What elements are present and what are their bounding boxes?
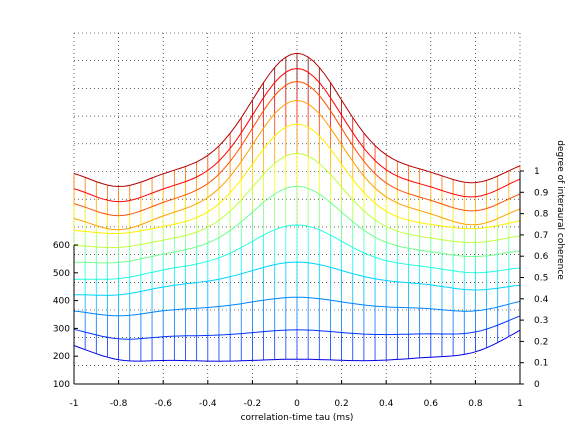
x-axis-label: correlation-time tau (ms) <box>241 413 354 423</box>
z-tick-label: 0.6 <box>534 252 549 262</box>
mesh-row-curve <box>73 99 521 231</box>
x-tick-label: -0.6 <box>154 399 172 409</box>
x-tick-label: -0.8 <box>110 399 128 409</box>
mesh-row-curve <box>73 80 521 217</box>
mesh-row-curve <box>73 296 521 317</box>
z-tick-label: 0.5 <box>534 274 548 284</box>
z-tick-label: 0.9 <box>534 188 549 198</box>
y-tick-label: 100 <box>53 380 70 390</box>
mesh-row-curve <box>73 315 521 340</box>
mesh-row-curve <box>73 152 521 249</box>
mesh-row-curve <box>74 261 521 296</box>
z-tick-label: 0.1 <box>534 359 548 369</box>
z-tick-label: 1 <box>534 167 540 177</box>
y-tick-label: 600 <box>53 241 70 251</box>
x-tick-label: -0.2 <box>244 399 262 409</box>
mesh-row-curve <box>73 123 521 234</box>
z-tick-label: 0.2 <box>534 337 548 347</box>
z-tick-label: 0 <box>534 380 540 390</box>
x-tick-label: 0.8 <box>468 399 483 409</box>
axes: -1 -0.8 -0.6 -0.4 -0.2 0 0.2 0.4 0.6 0.8 1 100 200 30… <box>53 167 549 409</box>
mesh-row-curve <box>73 329 521 362</box>
z-tick-label: 0.7 <box>534 231 548 241</box>
y-tick-label: 200 <box>53 352 70 362</box>
mesh-row-curve <box>73 224 521 280</box>
x-tick-label: 0.2 <box>334 399 348 409</box>
mesh-row-curve <box>74 185 521 264</box>
x-tick-label: -1 <box>70 399 79 409</box>
y-tick-label: 400 <box>53 297 70 307</box>
x-tick-label: -0.4 <box>199 399 217 409</box>
z-tick-label: 0.3 <box>534 316 548 326</box>
z-tick-label: 0.4 <box>534 295 549 305</box>
y-tick-label: 300 <box>53 324 70 334</box>
x-tick-label: 0.4 <box>379 399 394 409</box>
mesh-row-curve <box>73 52 521 188</box>
x-tick-label: 0.6 <box>424 399 439 409</box>
x-tick-label: 0 <box>294 399 300 409</box>
x-tick-label: 1 <box>517 399 523 409</box>
z-axis-label: degree of interaural coherence <box>555 140 565 280</box>
y-tick-label: 500 <box>53 269 70 279</box>
z-tick-label: 0.8 <box>534 210 549 220</box>
mesh-row-curve <box>73 67 521 203</box>
